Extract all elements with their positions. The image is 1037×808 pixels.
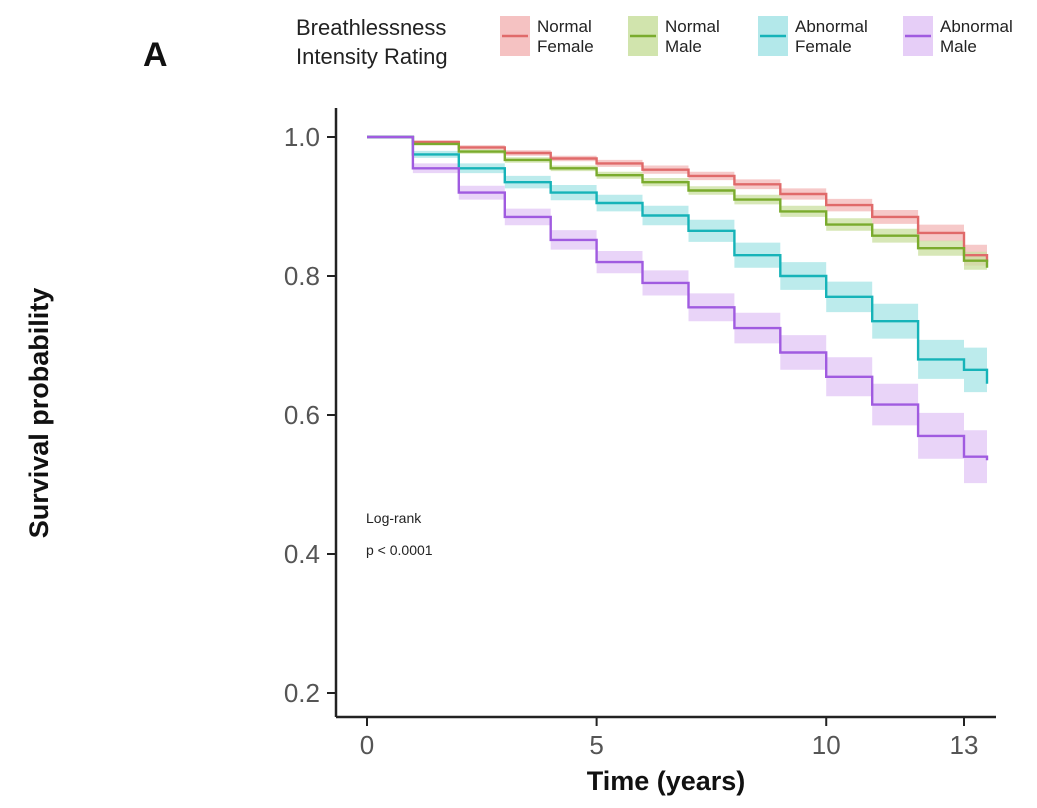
curve-normal-female [367,135,989,263]
x-tick-label: 10 [812,730,841,760]
legend-label-line: Male [665,37,702,56]
ci-band-abnormal-male [367,137,987,490]
y-axis-title: Survival probability [24,288,54,539]
legend-label-line: Abnormal [940,17,1013,36]
y-tick-label: 1.0 [284,122,320,152]
legend-items: NormalFemaleNormalMaleAbnormalFemaleAbno… [500,16,1013,56]
log-rank-label: Log-rank [366,510,422,526]
y-tick-label: 0.8 [284,261,320,291]
panel-label: A [143,36,168,74]
x-axis-ticks: 0 5 10 13 [360,717,979,760]
legend: Breathlessness Intensity Rating NormalFe… [296,15,1013,69]
x-tick-label: 0 [360,730,374,760]
legend-label-line: Normal [537,17,592,36]
legend-label-line: Female [795,37,852,56]
p-value-label: p < 0.0001 [366,542,433,558]
x-tick-label: 5 [589,730,603,760]
legend-label-line: Male [940,37,977,56]
y-axis-ticks: 0.2 0.4 0.6 0.8 1.0 [284,122,336,708]
plot-area [367,135,989,490]
legend-title-line-2: Intensity Rating [296,44,448,69]
y-tick-label: 0.6 [284,400,320,430]
curve-normal-male [367,135,989,268]
curve-abnormal-male [367,135,989,461]
x-tick-label: 13 [950,730,979,760]
x-axis-title: Time (years) [587,766,746,796]
legend-label-line: Abnormal [795,17,868,36]
legend-label-line: Normal [665,17,720,36]
curve-abnormal-female [367,135,989,384]
y-tick-label: 0.4 [284,539,320,569]
y-tick-label: 0.2 [284,678,320,708]
legend-label-line: Female [537,37,594,56]
legend-title-line-1: Breathlessness [296,15,446,40]
survival-curves [367,135,989,461]
